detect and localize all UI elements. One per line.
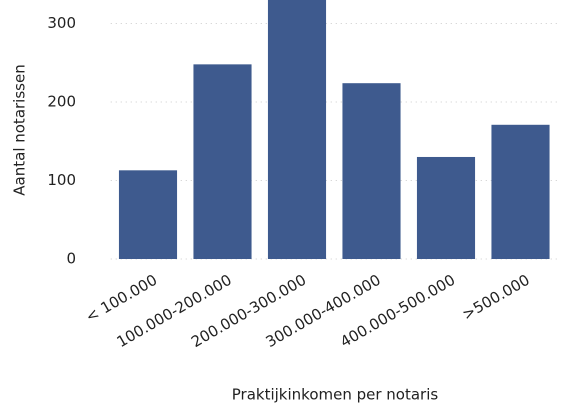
bar: [118, 170, 178, 259]
bar: [416, 156, 476, 259]
bar: [342, 83, 401, 259]
y-tick-label: 300: [47, 14, 76, 32]
bar: [267, 0, 327, 259]
bar: [491, 124, 550, 259]
x-axis-label: Praktijkinkomen per notaris: [232, 386, 439, 404]
y-tick-label: 100: [47, 171, 76, 189]
y-tick-label: 0: [66, 250, 76, 268]
x-tick-label: >500.000: [459, 271, 533, 324]
y-tick-label: 200: [47, 93, 76, 111]
bar: [193, 64, 252, 259]
y-axis-label: Aantal notarissen: [11, 64, 29, 195]
